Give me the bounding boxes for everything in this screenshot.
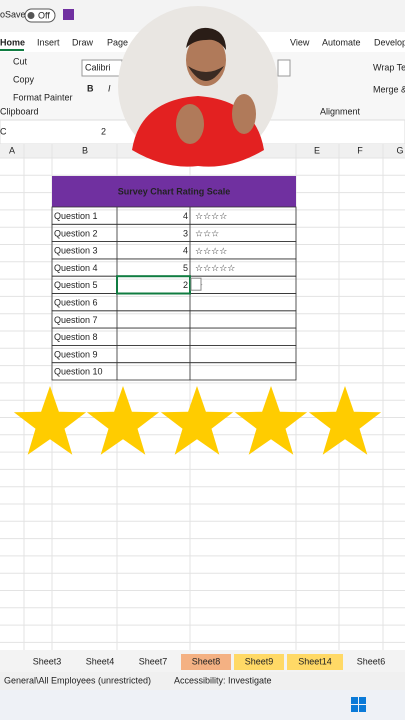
sheet-tab-bg [287, 654, 343, 670]
sheet-tab-bg [234, 654, 284, 670]
table-row [51, 362, 297, 381]
presenter-beard [188, 66, 224, 81]
status-bar [0, 672, 405, 690]
font-name: Calibri [85, 62, 111, 72]
group-label: Clipboard [0, 106, 39, 116]
active-cell [116, 275, 191, 295]
copy-button[interactable]: Copy [13, 74, 35, 84]
dropdown-button[interactable] [190, 277, 202, 291]
merge-button[interactable]: Merge & [373, 84, 405, 94]
sheet-tab[interactable]: Sheet3 [33, 656, 62, 666]
rating-value: 4 [183, 246, 188, 256]
star-rating: ☆☆☆☆ [195, 247, 227, 257]
column-header: A [9, 145, 15, 155]
big-star [160, 386, 234, 455]
column-header: B [82, 145, 88, 155]
question-label: Question 5 [54, 280, 98, 290]
ribbon-tab[interactable]: View [290, 37, 310, 47]
star-rating: ☆☆☆☆ [195, 212, 227, 222]
question-label: Question 4 [54, 263, 98, 273]
sheet-tab[interactable]: Sheet9 [245, 656, 274, 666]
big-star [308, 386, 382, 455]
column-header: F [357, 145, 363, 155]
ribbon-tab[interactable]: Automate [322, 37, 361, 47]
column-header: G [396, 145, 403, 155]
sheet-tab[interactable]: Sheet4 [86, 656, 115, 666]
column-header: E [314, 145, 320, 155]
question-label: Question 9 [54, 349, 98, 359]
star-rating: ☆☆☆ [195, 229, 219, 239]
rating-value: 4 [183, 211, 188, 221]
big-star [234, 386, 308, 455]
active-tab-underline [0, 49, 24, 51]
question-label: Question 1 [54, 211, 98, 221]
windows-logo[interactable] [351, 697, 366, 712]
format-painter-button[interactable]: Format Painter [13, 92, 73, 102]
cut-button[interactable]: Cut [13, 56, 28, 66]
sheet-tab-bg [181, 654, 231, 670]
toggle[interactable] [24, 8, 56, 23]
autosave-label[interactable]: oSave [0, 9, 26, 19]
sheet-tab[interactable]: Sheet14 [298, 656, 332, 666]
question-label: Question 2 [54, 228, 98, 238]
question-label: Question 3 [54, 246, 98, 256]
wrap-text-button[interactable]: Wrap Tex [373, 62, 405, 72]
bold-button[interactable]: B [87, 83, 94, 93]
question-label: Question 7 [54, 315, 98, 325]
size-box [277, 59, 291, 77]
big-star [13, 386, 87, 455]
table-title-bg [52, 176, 296, 207]
sheet-tab[interactable]: Sheet7 [139, 656, 168, 666]
ribbon-tab[interactable]: Draw [72, 37, 94, 47]
ribbon-tab[interactable]: Home [0, 37, 25, 47]
sensitivity-label: General\All Employees (unrestricted) [4, 675, 151, 685]
italic-button[interactable]: I [108, 83, 111, 93]
save-icon[interactable] [63, 9, 74, 20]
question-label: Question 8 [54, 332, 98, 342]
presenter-hair [186, 27, 226, 50]
formula-value: 2 [101, 126, 106, 136]
rating-value: 3 [183, 228, 188, 238]
table-title: Survey Chart Rating Scale [118, 186, 231, 196]
group-label: Alignment [320, 106, 361, 116]
accessibility-status[interactable]: Accessibility: Investigate [174, 675, 272, 685]
ribbon-tab[interactable]: Page [107, 37, 128, 47]
question-label: Question 10 [54, 367, 103, 377]
sheet-tab[interactable]: Sheet8 [192, 656, 221, 666]
name-box[interactable]: C [0, 126, 7, 136]
rating-value: 5 [183, 263, 188, 273]
taskbar [0, 690, 405, 720]
toggle-knob [27, 12, 35, 19]
presenter-hand [232, 94, 256, 134]
question-label: Question 6 [54, 298, 98, 308]
ribbon-tab[interactable]: Develop [374, 37, 405, 47]
star-rating: ☆☆☆☆☆ [195, 264, 235, 274]
ribbon-tab[interactable]: Insert [37, 37, 60, 47]
rating-value: 2 [183, 280, 188, 290]
sheet-tab[interactable]: Sheet6 [357, 656, 386, 666]
toggle-label: Off [38, 10, 50, 20]
big-star [86, 386, 160, 455]
presenter-hand [176, 104, 204, 144]
